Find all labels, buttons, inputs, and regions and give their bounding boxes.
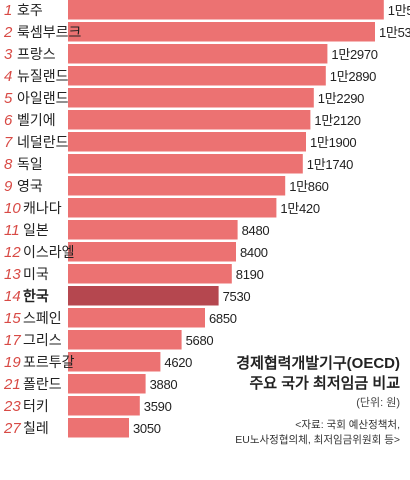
bar-5 <box>68 88 314 108</box>
rank-label: 4 <box>4 68 12 85</box>
value-label: 1만2890 <box>330 69 376 84</box>
rank-label: 13 <box>4 266 21 283</box>
bar-17 <box>68 330 182 350</box>
country-label: 포르투갈 <box>23 354 75 370</box>
country-label: 네덜란드 <box>17 134 69 150</box>
country-label: 미국 <box>23 266 49 282</box>
bar-11 <box>68 220 238 240</box>
country-label: 독일 <box>17 156 43 172</box>
rank-label: 11 <box>4 222 20 239</box>
bar-27 <box>68 418 129 438</box>
country-label: 룩셈부르크 <box>17 24 82 40</box>
rank-label: 12 <box>4 244 21 261</box>
country-label: 벨기에 <box>17 112 56 128</box>
bar-10 <box>68 198 277 218</box>
rank-label: 7 <box>4 134 13 151</box>
value-label: 1만1740 <box>307 157 353 172</box>
bar-23 <box>68 396 140 416</box>
country-label: 폴란드 <box>23 376 62 392</box>
rank-label: 15 <box>4 310 21 327</box>
country-label: 캐나다 <box>23 200 62 216</box>
value-label: 3590 <box>144 399 172 414</box>
bar-12 <box>68 242 236 262</box>
country-label: 터키 <box>23 398 49 414</box>
value-label: 1만5790 <box>388 3 410 18</box>
value-label: 4620 <box>164 355 192 370</box>
rank-label: 27 <box>3 420 21 437</box>
bar-3 <box>68 44 328 64</box>
value-label: 1만2970 <box>331 47 377 62</box>
chart-title-line-1: 경제협력개발기구(OECD) <box>236 354 400 372</box>
value-label: 6850 <box>209 311 237 326</box>
country-label: 호주 <box>17 2 43 18</box>
value-label: 1만2120 <box>314 113 360 128</box>
unit-label: (단위: 원) <box>356 396 400 409</box>
rank-label: 5 <box>4 90 13 107</box>
rank-label: 8 <box>4 156 13 173</box>
rank-label: 21 <box>3 376 21 393</box>
bar-14 <box>68 286 219 306</box>
value-label: 1만860 <box>289 179 328 194</box>
country-label: 아일랜드 <box>17 90 69 106</box>
country-label: 이스라엘 <box>23 244 75 260</box>
value-label: 8400 <box>240 245 268 260</box>
bar-21 <box>68 374 146 394</box>
country-label: 스페인 <box>23 310 62 326</box>
country-label: 프랑스 <box>17 46 56 62</box>
chart-title-line-2: 주요 국가 최저임금 비교 <box>249 374 400 392</box>
bars-layer <box>68 0 384 438</box>
rank-label: 10 <box>4 200 21 217</box>
bar-7 <box>68 132 306 152</box>
bar-8 <box>68 154 303 174</box>
value-label: 5680 <box>186 333 214 348</box>
bar-6 <box>68 110 311 130</box>
rank-label: 19 <box>4 354 21 371</box>
value-label: 1만5350 <box>379 25 410 40</box>
rank-label: 14 <box>4 288 21 305</box>
bar-9 <box>68 176 286 196</box>
bar-2 <box>68 22 375 42</box>
rank-label: 3 <box>4 46 13 63</box>
value-label: 8190 <box>236 267 264 282</box>
rank-label: 6 <box>4 112 13 129</box>
country-label: 일본 <box>23 222 49 238</box>
value-label: 8480 <box>242 223 270 238</box>
country-label: 뉴질랜드 <box>17 68 69 84</box>
value-label: 3050 <box>133 421 161 436</box>
rank-label: 23 <box>3 398 21 415</box>
rank-label: 1 <box>4 2 12 19</box>
rank-label: 2 <box>3 24 13 41</box>
value-label: 7530 <box>223 289 251 304</box>
source-line-2: EU노사정협의체, 최저임금위원회 등> <box>235 433 400 446</box>
value-label: 3880 <box>150 377 178 392</box>
value-label: 1만2290 <box>318 91 364 106</box>
bar-19 <box>68 352 161 372</box>
rank-label: 9 <box>4 178 13 195</box>
bar-15 <box>68 308 205 328</box>
country-label: 그리스 <box>23 332 62 348</box>
value-label: 1만1900 <box>310 135 356 150</box>
value-label: 1만420 <box>280 201 319 216</box>
bar-4 <box>68 66 326 86</box>
source-line-1: <자료: 국회 예산정책처, <box>295 418 400 431</box>
rank-label: 17 <box>4 332 21 349</box>
country-label: 영국 <box>17 178 43 194</box>
country-label: 한국 <box>23 288 49 304</box>
country-label: 칠레 <box>23 420 49 436</box>
bar-13 <box>68 264 232 284</box>
bar-1 <box>68 0 384 20</box>
